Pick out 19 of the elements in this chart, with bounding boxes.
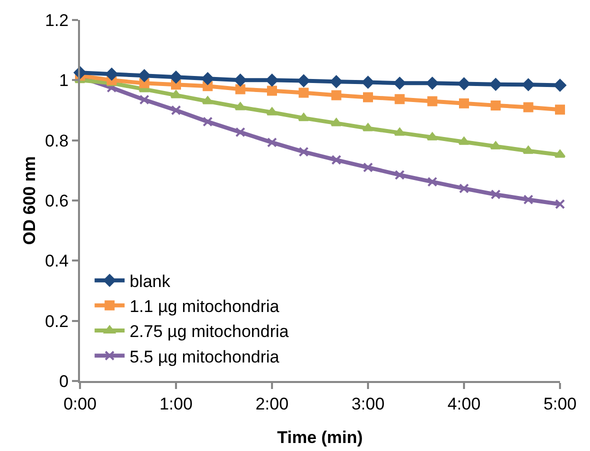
x-tick-label: 3:00 [351, 394, 385, 414]
legend-label: blank [130, 272, 171, 291]
x-axis-title: Time (min) [277, 428, 363, 447]
legend-label: 5.5 µg mitochondria [130, 347, 280, 366]
legend-label: 1.1 µg mitochondria [130, 297, 280, 316]
y-axis-title: OD 600 nm [20, 156, 39, 245]
y-tick-label: 0.2 [44, 312, 69, 331]
y-tick-label: 0.6 [44, 191, 69, 210]
x-tick-label: 0:00 [63, 394, 97, 414]
y-tick-label: 0.8 [44, 131, 69, 150]
x-tick-label: 4:00 [447, 394, 481, 414]
y-tick-label: 1.2 [44, 10, 69, 30]
legend-label: 2.75 µg mitochondria [130, 322, 290, 342]
x-tick-label: 1:00 [159, 394, 193, 414]
y-tick-label: 0 [59, 372, 69, 391]
x-tick-label: 2:00 [255, 394, 289, 414]
y-tick-label: 0.4 [44, 252, 69, 271]
x-tick-label: 5:00 [543, 394, 577, 414]
y-tick-label: 1 [59, 71, 69, 90]
